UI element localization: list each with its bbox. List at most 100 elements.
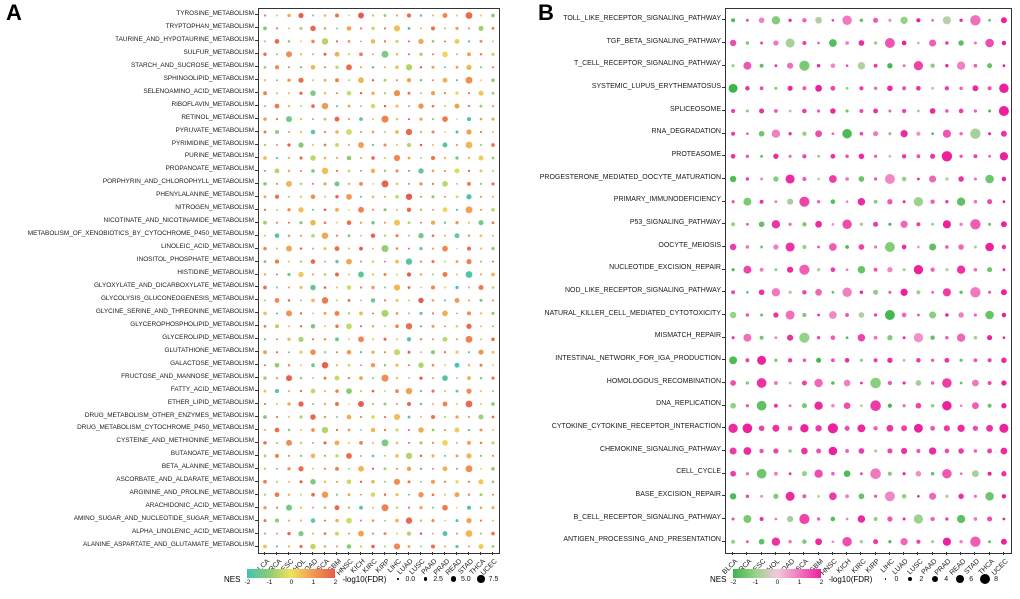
dot [287, 169, 291, 173]
dot [799, 513, 810, 525]
dot [845, 41, 849, 45]
dot [467, 376, 471, 381]
dot [393, 543, 401, 550]
dot [454, 233, 460, 239]
dot [371, 220, 375, 225]
dot [465, 400, 473, 408]
size-legend-label: 7.5 [488, 575, 499, 583]
dot [407, 91, 411, 95]
dot [432, 403, 434, 405]
dot [335, 428, 339, 432]
row-label: HISTIDINE_METABOLISM [177, 269, 254, 277]
dot [973, 245, 977, 249]
dot [987, 267, 993, 273]
y-axis-tick [255, 118, 258, 120]
dot [802, 108, 807, 114]
dot [443, 105, 447, 108]
dot [311, 467, 315, 470]
dot [405, 64, 413, 71]
dot [492, 364, 494, 367]
dot [958, 244, 964, 250]
dot [359, 260, 363, 263]
y-axis-tick [255, 403, 258, 405]
y-axis-tick [255, 247, 258, 249]
dot [298, 336, 304, 342]
dot [773, 40, 779, 46]
dot [419, 14, 423, 17]
dot [419, 519, 423, 522]
dot [405, 452, 413, 460]
dot [959, 18, 963, 23]
dot [323, 117, 327, 121]
dot [310, 155, 316, 161]
dot [945, 494, 949, 499]
dot [466, 194, 472, 200]
colorbar-tick-label: 0 [775, 579, 780, 586]
dot [902, 336, 906, 340]
row-label: BASE_EXCISION_REPAIR [635, 491, 721, 498]
dot [858, 493, 865, 500]
row-label: PYRUVATE_METABOLISM [175, 126, 254, 134]
dot [276, 208, 278, 211]
row-label: PURINE_METABOLISM [184, 152, 254, 160]
dot [930, 471, 935, 476]
dot [407, 441, 411, 444]
dot [814, 378, 823, 388]
dot [788, 132, 792, 136]
dot [358, 530, 364, 537]
y-axis-tick [722, 42, 725, 43]
dot [287, 428, 291, 432]
dot [730, 108, 736, 114]
dot [407, 182, 411, 185]
row-label: CYTOKINE_CYTOKINE_RECEPTOR_INTERACTION [551, 423, 721, 430]
dot [420, 92, 422, 95]
dot [442, 142, 448, 148]
dot [773, 312, 779, 318]
y-axis-tick [722, 64, 725, 66]
dot [831, 381, 835, 385]
dot [321, 426, 329, 434]
dot [443, 351, 447, 354]
dot [945, 200, 949, 204]
dot [887, 85, 893, 92]
dot [431, 104, 435, 108]
dot [431, 493, 435, 497]
row-label: NUCLEOTIDE_EXCISION_REPAIR [609, 264, 721, 272]
x-axis-tick [264, 552, 265, 555]
dot [987, 403, 992, 408]
dot [323, 143, 327, 147]
dot [372, 441, 374, 444]
dot [419, 506, 423, 510]
dot [774, 200, 778, 204]
dot [491, 130, 495, 134]
dot [432, 532, 434, 535]
dot [465, 206, 473, 214]
row-label: PYRIMIDINE_METABOLISM [171, 139, 254, 147]
dot [491, 91, 495, 95]
dot [312, 506, 314, 509]
dot [467, 246, 471, 251]
x-axis-tick [456, 552, 457, 555]
dot [287, 493, 291, 496]
row-label: RIBOFLAVIN_METABOLISM [171, 100, 254, 108]
dot [491, 325, 495, 328]
dot [987, 199, 993, 205]
dot [829, 311, 837, 319]
dot [359, 182, 363, 186]
dot [310, 518, 316, 523]
y-axis-tick [722, 178, 725, 179]
dot [745, 154, 750, 159]
dot [395, 79, 399, 82]
dot [274, 39, 280, 44]
row-label: PROGESTERONE_MEDIATED_OOCYTE_MATURATION [539, 173, 721, 181]
dot [884, 242, 895, 252]
dot [788, 540, 792, 544]
size-legend-dot [884, 578, 887, 580]
dot [845, 494, 849, 499]
y-axis-tick [255, 351, 258, 353]
dot [312, 53, 314, 56]
dot [945, 336, 949, 340]
dot [372, 312, 374, 315]
dot [479, 454, 483, 457]
y-axis-tick [255, 428, 258, 430]
